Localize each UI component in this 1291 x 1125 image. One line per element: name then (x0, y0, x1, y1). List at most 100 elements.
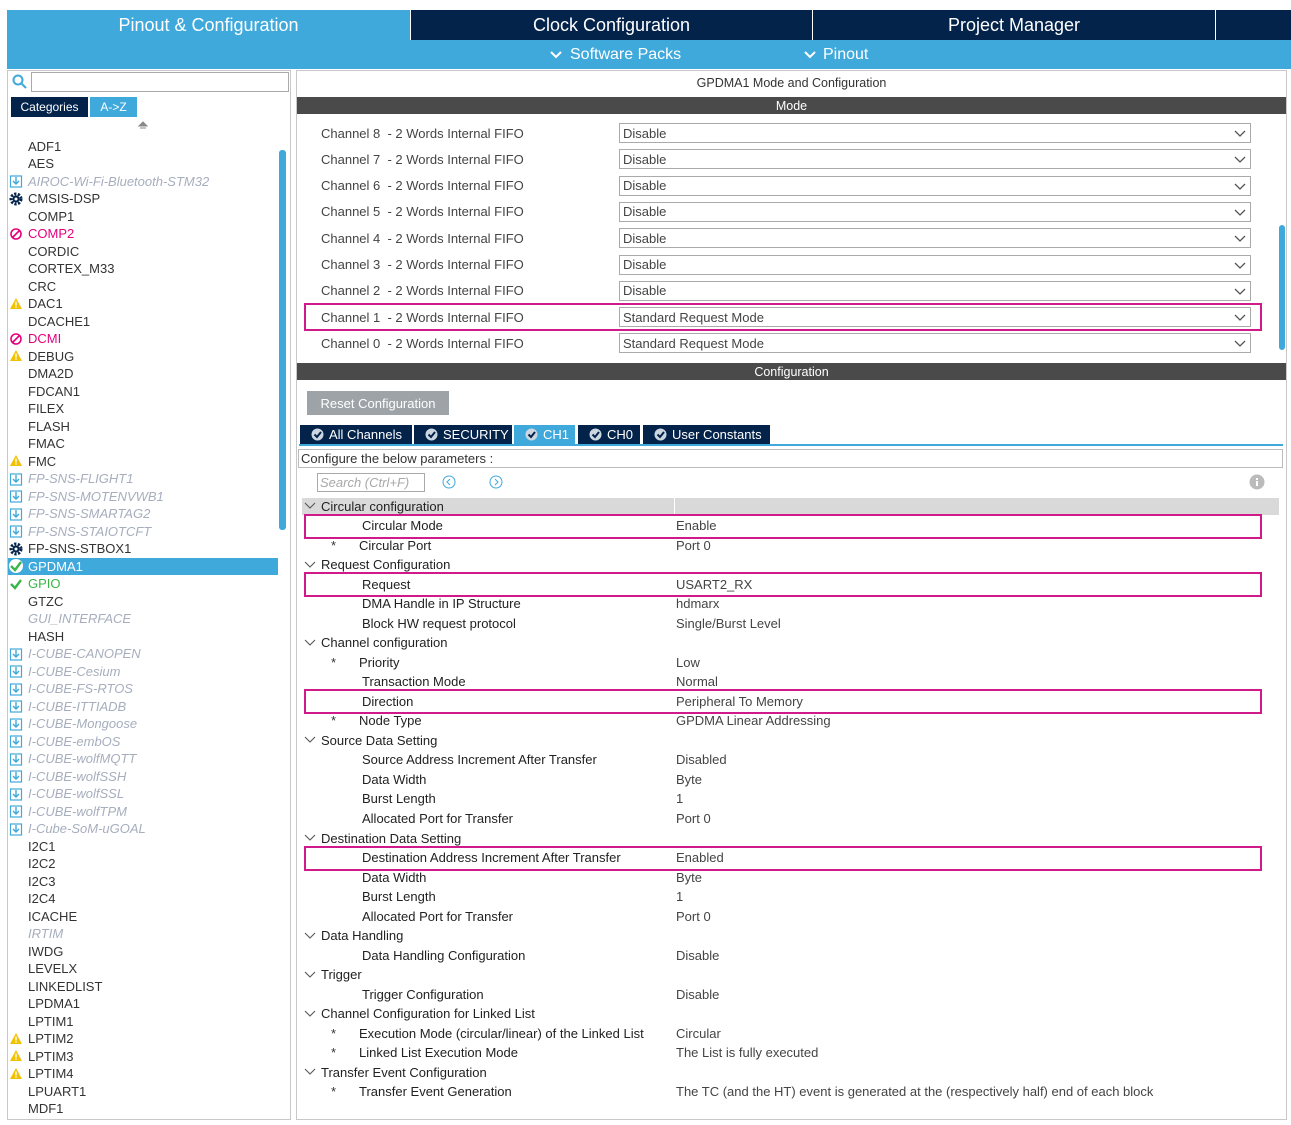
sidebar-item[interactable]: FP-SNS-STBOX1 (28, 541, 132, 556)
sidebar-item[interactable]: DMA2D (28, 366, 74, 381)
channel-select[interactable]: Disable (619, 280, 1251, 301)
sidebar-item[interactable]: I-Cube-SoM-uGOAL (28, 821, 146, 836)
sidebar-item[interactable]: FP-SNS-STAIOTCFT (28, 523, 152, 539)
sidebar-item[interactable]: DEBUG (28, 348, 75, 364)
param-label[interactable]: Trigger Configuration (362, 986, 484, 1002)
sidebar-item[interactable]: I2C1 (28, 838, 56, 854)
subtab[interactable]: Software Packs (570, 45, 682, 63)
sidebar-item[interactable]: FDCAN1 (28, 383, 81, 399)
sidebar-item[interactable]: I-CUBE-Mongoose (28, 716, 138, 731)
sidebar-item[interactable]: IRTIM (28, 926, 64, 941)
sidebar-item[interactable]: LPTIM3 (28, 1048, 74, 1064)
param-label[interactable]: Linked List Execution Mode (359, 1045, 518, 1061)
param-value[interactable]: The TC (and the HT) event is generated a… (676, 1084, 1154, 1100)
sidebar-item[interactable]: CMSIS-DSP (28, 191, 101, 206)
config-tab-label[interactable]: CH1 (543, 427, 570, 442)
group-label[interactable]: Trigger (321, 967, 362, 983)
sidebar-item[interactable]: FLASH (28, 418, 70, 434)
param-value[interactable]: Enabled (676, 850, 724, 866)
param-label[interactable]: Destination Address Increment After Tran… (362, 850, 621, 866)
param-value[interactable]: Single/Burst Level (676, 615, 781, 631)
channel-select[interactable]: Disable (619, 149, 1251, 170)
sidebar-item[interactable]: CORDIC (28, 243, 80, 259)
subtab[interactable]: Pinout (823, 45, 869, 63)
sidebar-item[interactable]: I-CUBE-wolfTPM (28, 803, 127, 819)
sidebar-item[interactable]: FILEX (28, 401, 65, 416)
param-label[interactable]: Priority (359, 654, 400, 670)
group-label[interactable]: Transfer Event Configuration (321, 1064, 487, 1080)
param-value[interactable]: USART2_RX (676, 576, 753, 592)
sidebar-item[interactable]: I2C2 (28, 856, 56, 871)
config-tab[interactable] (414, 425, 512, 444)
param-value[interactable]: The List is fully executed (676, 1045, 819, 1061)
channel-select[interactable]: Standard Request Mode (619, 307, 1251, 328)
sidebar-item[interactable]: MDF1 (28, 1101, 64, 1116)
param-label[interactable]: Data Width (362, 771, 427, 787)
sidebar-item[interactable]: FP-SNS-MOTENVWB1 (28, 488, 164, 504)
sidebar-item[interactable]: LEVELX (28, 961, 78, 976)
info-icon[interactable] (1249, 474, 1265, 490)
sidebar-item[interactable]: GPIO (28, 576, 61, 591)
config-tab-label[interactable]: User Constants (672, 427, 762, 442)
param-label[interactable]: DMA Handle in IP Structure (362, 596, 521, 612)
param-value[interactable]: Byte (676, 869, 703, 885)
sidebar-item[interactable]: LPTIM1 (28, 1013, 74, 1029)
param-value[interactable]: Circular (676, 1025, 721, 1041)
sidebar-item[interactable]: AES (28, 156, 55, 171)
sidebar-item[interactable]: LPDMA1 (28, 996, 81, 1011)
param-value[interactable]: Disabled (676, 752, 727, 768)
next-button[interactable] (489, 475, 503, 489)
sidebar-item[interactable]: GUI_INTERFACE (28, 611, 132, 626)
sidebar-item[interactable]: I-CUBE-wolfSSH (28, 768, 127, 784)
sidebar-item[interactable]: LINKEDLIST (28, 978, 103, 994)
param-value[interactable]: Byte (676, 771, 703, 787)
group-label[interactable]: Source Data Setting (321, 732, 438, 748)
param-label[interactable]: Circular Mode (362, 518, 443, 534)
param-label[interactable]: Execution Mode (circular/linear) of the … (359, 1025, 644, 1041)
sidebar-item[interactable]: CORTEX_M33 (28, 261, 115, 276)
channel-select[interactable]: Disable (619, 201, 1251, 222)
sidebar-item[interactable]: LPUART1 (28, 1083, 87, 1099)
main-tab[interactable]: Clock Configuration (411, 10, 812, 40)
sidebar-search[interactable] (31, 72, 289, 92)
sidebar-item[interactable]: I2C4 (28, 891, 56, 906)
sidebar-item[interactable]: LPTIM4 (28, 1066, 74, 1081)
param-value[interactable]: Port 0 (676, 810, 711, 826)
sidebar-item[interactable]: HASH (28, 628, 65, 644)
sidebar-item[interactable]: FMC (28, 453, 57, 469)
sidebar-item[interactable]: FMAC (28, 436, 65, 451)
sidebar-item[interactable]: LPTIM2 (28, 1031, 74, 1046)
param-label[interactable]: Data Handling Configuration (362, 947, 526, 963)
param-label[interactable]: Transfer Event Generation (359, 1084, 512, 1100)
param-label[interactable]: Node Type (359, 713, 422, 729)
param-label[interactable]: Allocated Port for Transfer (362, 810, 514, 826)
group-label[interactable]: Request Configuration (321, 557, 451, 573)
group-label[interactable]: Data Handling (321, 928, 404, 944)
reset-button[interactable]: Reset Configuration (307, 391, 449, 415)
param-value[interactable]: hdmarx (676, 596, 720, 612)
main-tab[interactable]: Pinout & Configuration (7, 10, 410, 40)
sidebar-tab[interactable]: Categories (11, 97, 88, 117)
param-label[interactable]: Data Width (362, 869, 427, 885)
sidebar-item[interactable]: FP-SNS-SMARTAG2 (28, 506, 151, 521)
sidebar-item[interactable]: IWDG (28, 943, 64, 959)
config-tab-label[interactable]: CH0 (607, 427, 634, 442)
sidebar-item[interactable]: ICACHE (28, 908, 78, 924)
param-value[interactable]: Port 0 (676, 537, 711, 553)
channel-select[interactable]: Disable (619, 254, 1251, 275)
group-label[interactable]: Destination Data Setting (321, 830, 462, 846)
param-value[interactable]: Low (676, 654, 700, 670)
sidebar-item[interactable]: GPDMA1 (28, 558, 83, 574)
param-value[interactable]: 1 (676, 791, 684, 807)
param-value[interactable]: Normal (676, 674, 718, 690)
group-label[interactable]: Circular configuration (321, 498, 444, 514)
sort-arrow[interactable] (138, 121, 148, 133)
sidebar-item[interactable]: I-CUBE-embOS (28, 733, 121, 749)
param-label[interactable]: Burst Length (362, 791, 436, 807)
prev-button[interactable] (442, 475, 456, 489)
sidebar-item[interactable]: I-CUBE-Cesium (28, 663, 121, 679)
sidebar-item[interactable]: COMP1 (28, 208, 75, 224)
main-tab[interactable]: Project Manager (813, 10, 1215, 40)
sidebar-item[interactable]: COMP2 (28, 226, 75, 241)
channel-select[interactable]: Disable (619, 228, 1251, 249)
